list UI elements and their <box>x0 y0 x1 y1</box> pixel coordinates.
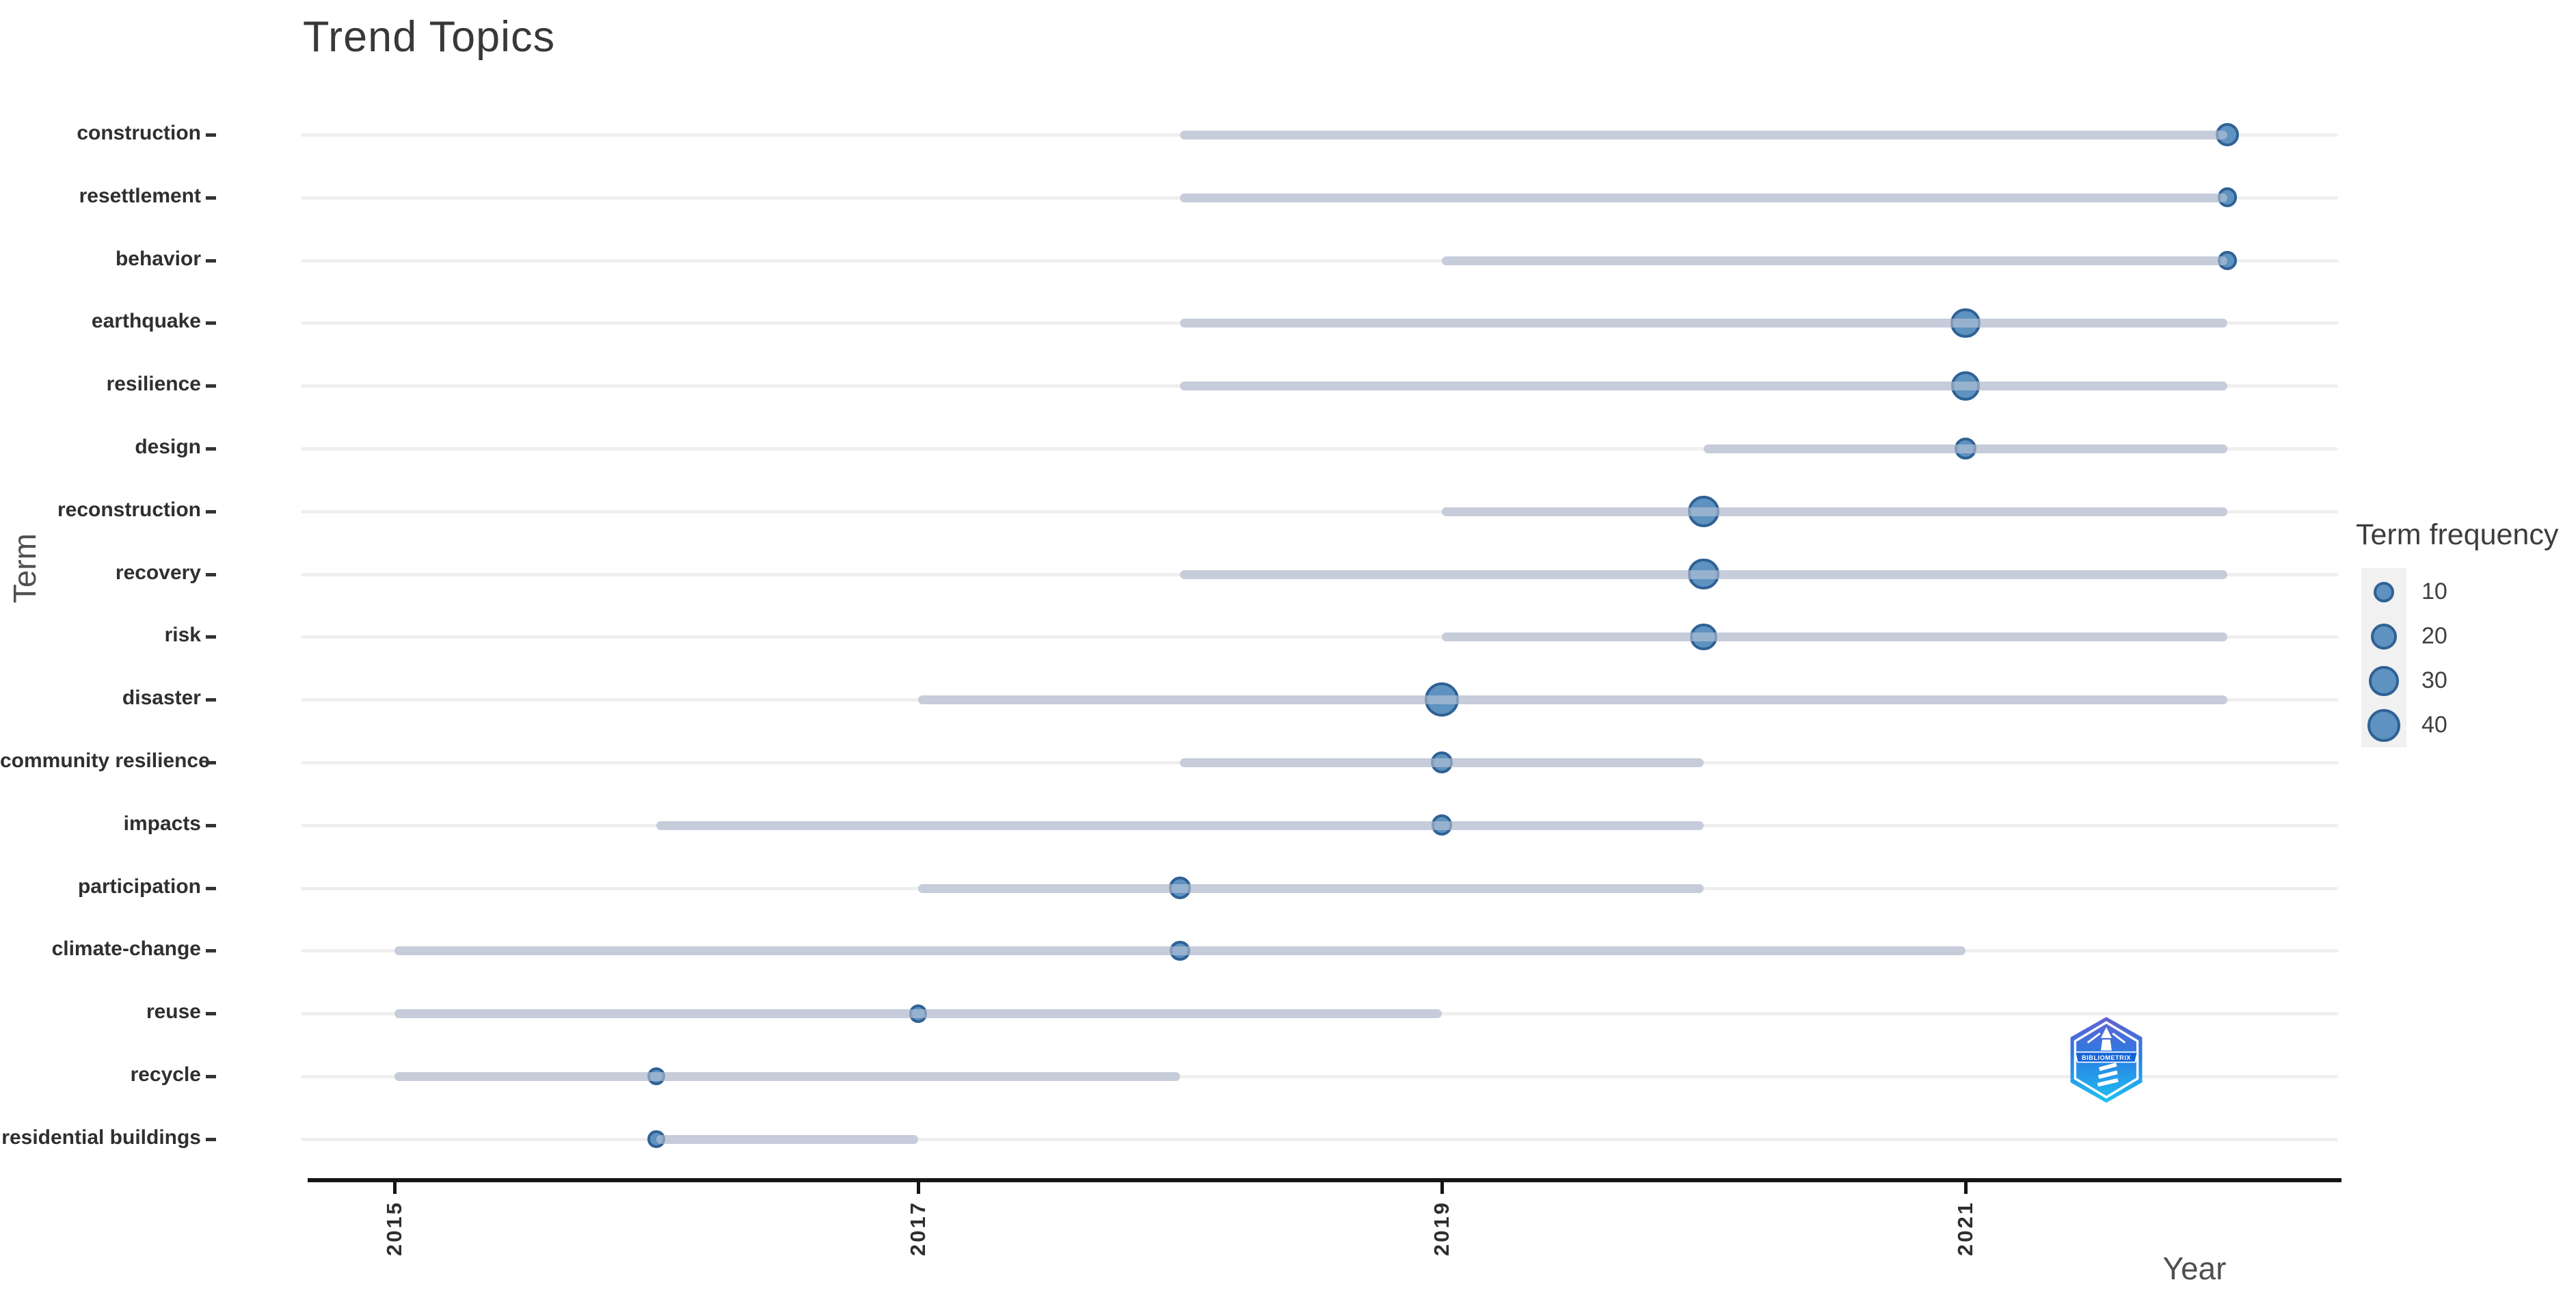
y-tick-mark <box>206 384 216 388</box>
trend-segment-overlay <box>1180 382 2227 391</box>
legend-bubble-icon <box>2370 623 2397 650</box>
trend-segment-overlay <box>1180 193 2227 202</box>
y-tick-mark <box>206 509 216 514</box>
y-tick-mark <box>206 635 216 639</box>
term-label: participation <box>77 875 201 898</box>
legend-size-label: 40 <box>2421 712 2447 738</box>
term-label: risk <box>164 624 201 647</box>
y-axis-title: Term <box>7 533 42 604</box>
term-label: climate-change <box>51 937 201 961</box>
legend-bubble-icon <box>2373 581 2395 603</box>
chart-title: Trend Topics <box>303 13 556 61</box>
x-tick-label: 2017 <box>903 1201 933 1290</box>
x-tick-label: 2015 <box>379 1201 410 1290</box>
trend-segment-overlay <box>1180 319 2227 328</box>
legend-size-label: 30 <box>2421 667 2447 693</box>
row-gridline <box>301 1075 2338 1078</box>
y-tick-mark <box>206 447 216 451</box>
row-gridline <box>301 509 2338 514</box>
bibliometrix-logo-text: BIBLIOMETRIX <box>2082 1054 2131 1061</box>
y-tick-mark <box>206 1012 216 1016</box>
trend-segment-overlay <box>394 1072 1180 1081</box>
legend-size-label: 20 <box>2421 623 2447 649</box>
legend-title: Term frequency <box>2356 518 2559 551</box>
y-tick-mark <box>206 196 216 200</box>
y-tick-mark <box>206 1075 216 1078</box>
y-tick-mark <box>206 949 216 953</box>
trend-segment-overlay <box>1180 570 2227 579</box>
trend-segment-overlay <box>918 695 2227 705</box>
x-tick-mark <box>1964 1182 1968 1194</box>
x-tick-label: 2019 <box>1427 1201 1457 1290</box>
x-tick-mark <box>1440 1182 1444 1194</box>
x-axis-title: Year <box>2162 1251 2227 1286</box>
trend-segment-overlay <box>1442 256 2227 265</box>
term-label: reconstruction <box>57 498 201 521</box>
term-label: design <box>135 436 201 458</box>
legend-bubble-icon <box>2369 666 2399 696</box>
trend-segment-overlay <box>918 883 1704 893</box>
y-tick-mark <box>206 761 216 764</box>
row-gridline <box>301 1137 2338 1141</box>
trend-segment-overlay <box>656 1134 918 1144</box>
term-label: impacts <box>123 812 201 835</box>
y-tick-mark <box>206 823 216 827</box>
x-tick-mark <box>917 1182 920 1194</box>
trend-segment-overlay <box>394 1009 1442 1019</box>
y-tick-mark <box>206 133 216 137</box>
x-tick-mark <box>393 1182 397 1194</box>
trend-segment-overlay <box>1442 507 2227 516</box>
term-label: earthquake <box>91 310 201 333</box>
term-label: recycle <box>130 1063 201 1086</box>
y-tick-mark <box>206 572 216 576</box>
row-gridline <box>301 635 2338 639</box>
term-label: residential buildings <box>1 1125 201 1149</box>
term-label: recovery <box>115 561 201 584</box>
term-label: resettlement <box>79 184 201 207</box>
x-tick-label-text: 2017 <box>906 1201 930 1256</box>
term-label: resilience <box>106 373 201 396</box>
y-tick-mark <box>206 321 216 325</box>
legend-size-label: 10 <box>2421 578 2447 604</box>
y-tick-mark <box>206 886 216 890</box>
trend-segment-overlay <box>1442 632 2227 642</box>
bibliometrix-logo-icon: BIBLIOMETRIX <box>2070 1017 2143 1103</box>
x-tick-label-text: 2019 <box>1430 1201 1453 1256</box>
row-gridline <box>301 447 2338 451</box>
x-tick-label-text: 2021 <box>1953 1201 1977 1256</box>
row-gridline <box>301 258 2338 263</box>
term-label: community resilience <box>0 749 210 772</box>
trend-segment-overlay <box>1180 131 2227 139</box>
y-tick-mark <box>206 258 216 263</box>
legend-bubble-icon <box>2367 708 2401 743</box>
trend-segment-overlay <box>1704 444 2227 453</box>
y-tick-mark <box>206 1137 216 1141</box>
x-tick-label-text: 2015 <box>382 1201 406 1256</box>
trend-segment-overlay <box>394 946 1965 956</box>
x-tick-label: 2021 <box>1950 1201 1981 1290</box>
term-label: reuse <box>146 1000 201 1024</box>
trend-segment-overlay <box>656 821 1704 830</box>
term-label: disaster <box>122 687 201 710</box>
y-tick-mark <box>206 698 216 702</box>
bibliometrix-logo: BIBLIOMETRIX <box>2067 1016 2145 1104</box>
x-axis-line <box>308 1178 2342 1182</box>
term-label: behavior <box>115 247 201 270</box>
trend-segment-overlay <box>1180 758 1704 767</box>
term-label: construction <box>77 122 201 144</box>
